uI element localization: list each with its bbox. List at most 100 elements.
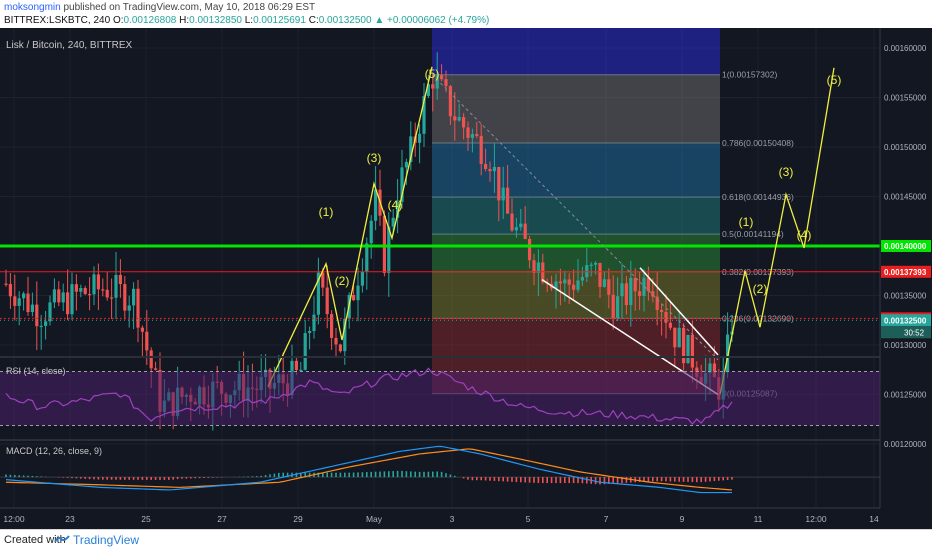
price-tick-label: 0.00120000 — [884, 440, 927, 449]
price-tick-label: 0.00130000 — [884, 341, 927, 350]
candle-body — [61, 292, 65, 303]
candle-body — [13, 296, 17, 306]
price-axis-ticks: 0.00160000 0.00155000 0.00150000 0.00145000… — [881, 44, 931, 449]
candle-body — [132, 288, 136, 306]
candle-body — [35, 304, 39, 327]
candle-body — [369, 220, 373, 244]
elliott-waves[interactable]: (1) (2) (3) (4) (5) (1) (2) (3) (4) (5) — [267, 66, 841, 395]
candle-body — [541, 262, 545, 283]
snapshot-footer: Created with TradingView — [0, 529, 932, 551]
fib-band — [432, 234, 720, 272]
chart-title: Lisk / Bitcoin, 240, BITTREX — [6, 40, 132, 51]
candle-body — [123, 284, 127, 311]
levels-group — [0, 74, 880, 396]
publisher-username[interactable]: moksongmin — [4, 2, 61, 13]
candle-body — [66, 292, 70, 315]
pane-separator-rsi[interactable] — [0, 356, 932, 358]
candle-body — [360, 271, 364, 286]
candle-body — [558, 281, 562, 284]
candle-body — [387, 226, 391, 273]
chart-canvas[interactable]: 1(0.00157302) 0.786(0.00150408) 0.618(0.00… — [0, 28, 932, 529]
candle-body — [677, 327, 681, 348]
candle-body — [17, 298, 21, 306]
candle-body — [422, 96, 426, 134]
candle-body — [404, 161, 408, 168]
candle-body — [664, 311, 668, 323]
macd-title: MACD (12, 26, close, 9) — [6, 446, 102, 456]
candle-body — [308, 331, 312, 334]
candle-body — [519, 223, 523, 228]
candle-body — [682, 327, 686, 364]
candle-body — [140, 327, 144, 332]
candle-body — [22, 293, 26, 299]
wedge-upper-line — [639, 267, 719, 356]
candle-body — [57, 289, 61, 303]
candle-body — [48, 302, 52, 322]
rsi-title: RSI (14, close) — [6, 366, 66, 376]
price-tick-label: 0.00160000 — [884, 44, 927, 53]
candle-body — [528, 238, 532, 261]
candle-body — [396, 201, 400, 218]
candle-body — [96, 274, 100, 290]
candle-body — [497, 166, 501, 201]
candle-body — [453, 116, 457, 121]
candle-body — [343, 318, 347, 352]
candle-body — [312, 314, 316, 332]
candle-body — [655, 296, 659, 311]
high-value: 0.00132850 — [189, 15, 242, 26]
fib-level-label: 0.786(0.00150408) — [722, 138, 794, 148]
candle-body — [638, 291, 642, 296]
candle-body — [316, 272, 320, 315]
fib-level-label: 0.5(0.00141194) — [722, 229, 784, 239]
fib-band — [432, 197, 720, 235]
fib-band — [432, 74, 720, 143]
candle-body — [154, 368, 158, 370]
candle-body — [585, 265, 589, 278]
candle-body — [52, 289, 56, 303]
candle-body — [105, 289, 109, 298]
macd-pane[interactable]: 0.00010.0000 — [0, 445, 909, 494]
candle-body — [616, 296, 620, 320]
candle-body — [88, 294, 92, 296]
main-pane[interactable] — [0, 28, 880, 356]
rsi-pane[interactable]: 60.000040.0000 — [0, 367, 913, 426]
candle-body — [642, 277, 646, 296]
time-tick-label: 5 — [526, 514, 531, 524]
candle-body — [149, 350, 153, 369]
candle-body — [356, 285, 360, 301]
time-tick-label: 25 — [141, 514, 151, 524]
time-tick-label: 11 — [754, 514, 763, 524]
fib-level-label: 1(0.00157302) — [722, 70, 777, 80]
pane-separator-macd[interactable] — [0, 439, 932, 441]
price-tag-bg — [881, 240, 931, 252]
tradingview-brand[interactable]: TradingView — [73, 533, 140, 547]
close-label: C: — [308, 15, 319, 26]
wave-label-main: (5) — [425, 67, 440, 81]
candle-body — [391, 217, 395, 227]
candle-body — [594, 262, 598, 265]
close-value: 0.00132500 — [318, 15, 372, 26]
candle-body — [145, 331, 149, 351]
wave-path-projected — [719, 67, 835, 395]
time-tick-label: 9 — [680, 514, 685, 524]
time-axis-ticks: 12:00 23 25 27 29 May 3 5 7 9 11 12:00 14 — [3, 514, 879, 524]
candle-body — [321, 272, 325, 288]
time-axis[interactable] — [0, 508, 932, 529]
open-label: O: — [112, 15, 124, 26]
candle-body — [294, 360, 298, 370]
time-tick-label: 29 — [293, 514, 303, 524]
published-text: published on TradingView.com, May 10, 20… — [63, 2, 316, 13]
candle-body — [30, 304, 34, 313]
candle-body — [330, 314, 334, 338]
price-tag-bg — [881, 314, 931, 327]
price-tick-label: 0.00145000 — [884, 193, 927, 202]
fib-band — [432, 142, 720, 198]
candle-body — [435, 75, 439, 89]
time-tick-label: 3 — [450, 514, 455, 524]
price-tag-label: 0.00132500 — [884, 316, 927, 325]
candle-body — [690, 334, 694, 368]
wave-label-projected: (2) — [753, 282, 768, 296]
publisher-line: moksongmin published on TradingView.com,… — [4, 2, 315, 13]
candle-body — [598, 262, 602, 287]
candle-body — [101, 289, 105, 291]
